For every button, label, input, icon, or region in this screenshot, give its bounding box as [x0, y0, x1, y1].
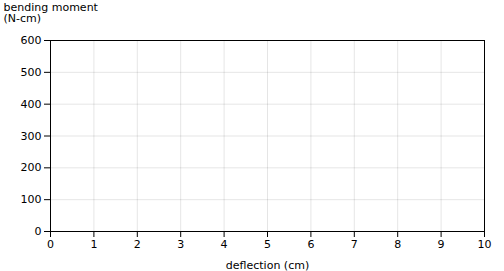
svg-text:bending moment(N-cm): bending moment(N-cm)	[4, 1, 99, 25]
svg-text:500: 500	[21, 66, 42, 79]
svg-text:3: 3	[177, 238, 184, 251]
svg-text:100: 100	[21, 193, 42, 206]
svg-text:0: 0	[47, 238, 54, 251]
svg-text:9: 9	[438, 238, 445, 251]
svg-text:1: 1	[90, 238, 97, 251]
svg-text:4: 4	[221, 238, 228, 251]
svg-text:0: 0	[35, 225, 42, 238]
svg-text:6: 6	[307, 238, 314, 251]
svg-text:10: 10	[478, 238, 492, 251]
svg-text:600: 600	[21, 34, 42, 47]
svg-text:200: 200	[21, 161, 42, 174]
svg-text:5: 5	[264, 238, 271, 251]
svg-text:300: 300	[21, 130, 42, 143]
svg-text:400: 400	[21, 98, 42, 111]
svg-text:8: 8	[394, 238, 401, 251]
svg-text:7: 7	[351, 238, 358, 251]
svg-text:deflection (cm): deflection (cm)	[226, 259, 309, 271]
svg-text:2: 2	[134, 238, 141, 251]
